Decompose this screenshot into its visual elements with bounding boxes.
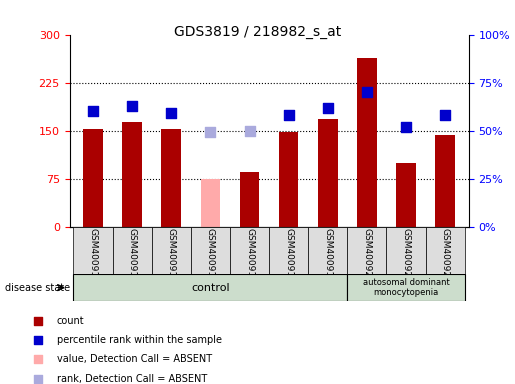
Bar [347,274,465,301]
Point [366,119,374,125]
Bar [425,227,465,275]
Text: GSM400921: GSM400921 [402,228,410,283]
Text: GSM400913: GSM400913 [89,228,97,283]
Text: disease state: disease state [5,283,70,293]
Bar [318,119,337,227]
Bar [113,227,152,275]
Point [366,294,374,300]
Bar [240,172,260,227]
Bar [83,129,103,227]
Text: GSM400919: GSM400919 [323,228,332,283]
Point [167,110,176,116]
Bar [230,227,269,275]
Bar [201,179,220,227]
Point [89,108,97,114]
Text: rank, Detection Call = ABSENT: rank, Detection Call = ABSENT [57,374,207,384]
Point [246,127,254,134]
Point [402,124,410,130]
Text: count: count [57,316,84,326]
Text: autosomal dominant
monocytopenia: autosomal dominant monocytopenia [363,278,450,297]
Bar [162,129,181,227]
Point [284,112,293,118]
Bar [347,227,386,275]
Bar [357,58,376,227]
Point [207,129,215,136]
Bar [74,274,347,301]
Point [441,112,449,118]
Text: GSM400922: GSM400922 [441,228,450,283]
Text: GDS3819 / 218982_s_at: GDS3819 / 218982_s_at [174,25,341,39]
Point [323,104,332,111]
Text: GSM400920: GSM400920 [363,228,371,283]
Text: value, Detection Call = ABSENT: value, Detection Call = ABSENT [57,354,212,364]
Bar [269,227,308,275]
Bar [435,135,455,227]
Point [128,103,136,109]
Text: GSM400916: GSM400916 [206,228,215,283]
Bar [74,227,113,275]
Text: GSM400914: GSM400914 [128,228,136,283]
Text: control: control [191,283,230,293]
Bar [279,132,298,227]
Bar [123,122,142,227]
Bar [191,227,230,275]
Bar [386,227,425,275]
Text: GSM400917: GSM400917 [245,228,254,283]
Bar [308,227,347,275]
Text: GSM400915: GSM400915 [167,228,176,283]
Bar [396,162,416,227]
Text: percentile rank within the sample: percentile rank within the sample [57,335,221,345]
Bar [152,227,191,275]
Point [363,89,371,95]
Text: GSM400918: GSM400918 [284,228,293,283]
